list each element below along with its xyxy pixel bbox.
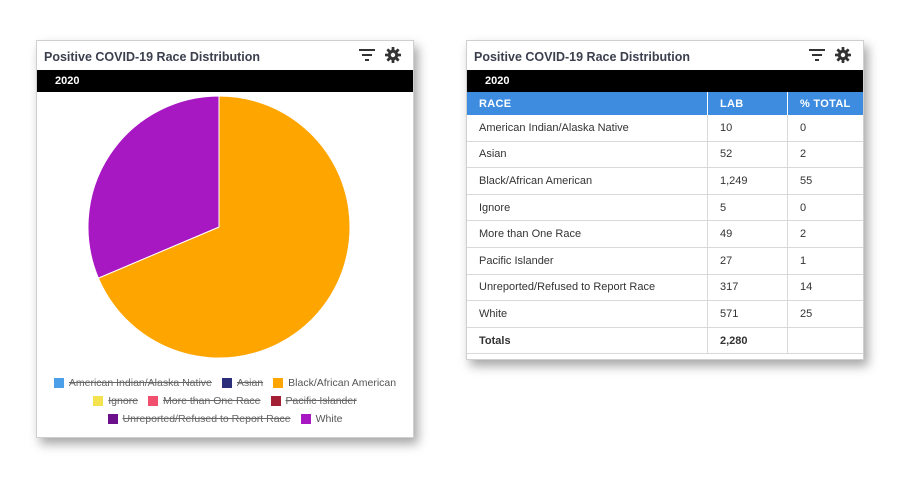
- cell-race: Black/African American: [467, 167, 708, 195]
- legend-label: Pacific Islander: [285, 395, 357, 407]
- table-row: White 571 25: [467, 300, 863, 328]
- legend-swatch: [107, 414, 118, 424]
- cell-race: American Indian/Alaska Native: [467, 115, 708, 142]
- legend-swatch: [148, 396, 159, 406]
- table-row: Unreported/Refused to Report Race 317 14: [467, 274, 863, 302]
- legend-item[interactable]: Pacific Islander: [270, 395, 357, 407]
- cell-lab: 10: [707, 115, 788, 142]
- cell-lab: 27: [707, 247, 788, 275]
- legend-label: Black/African American: [288, 377, 397, 389]
- cell-pct: 2: [787, 220, 863, 248]
- legend-item[interactable]: Asian: [221, 377, 264, 389]
- cell-pct: 25: [787, 300, 863, 328]
- year-bar: 2020: [467, 70, 863, 92]
- pie-chart: [37, 92, 413, 360]
- pie-slice-black-african-american[interactable]: [97, 95, 351, 359]
- cell-pct: 2: [787, 141, 863, 169]
- legend-label: American Indian/Alaska Native: [68, 377, 212, 389]
- cell-pct: 1: [787, 247, 863, 275]
- table-panel: Positive COVID-19 Race Distribution: [466, 40, 864, 360]
- pie-svg: [87, 95, 351, 359]
- year-bar: 2020: [37, 70, 413, 92]
- legend-item[interactable]: Ignore: [93, 395, 138, 407]
- table-row: More than One Race 49 2: [467, 220, 863, 248]
- table-row: Asian 52 2: [467, 141, 863, 169]
- legend-item[interactable]: Black/African American: [273, 377, 396, 389]
- legend-label: Asian: [236, 377, 264, 389]
- cell-race: White: [467, 300, 708, 328]
- panel-tools: [359, 47, 401, 63]
- gear-icon[interactable]: [385, 47, 401, 63]
- table-row: Black/African American 1,249 55: [467, 167, 863, 195]
- panel-tools: [809, 47, 851, 63]
- gear-icon[interactable]: [835, 47, 851, 63]
- column-header-pct-total[interactable]: % TOTAL: [787, 92, 863, 115]
- legend-item[interactable]: Unreported/Refused to Report Race: [107, 413, 291, 425]
- table-header-row: RACE LAB % TOTAL: [467, 92, 863, 115]
- cell-race: Asian: [467, 141, 708, 169]
- table-row: Pacific Islander 27 1: [467, 247, 863, 275]
- legend-swatch: [273, 378, 284, 388]
- column-header-race[interactable]: RACE: [467, 92, 708, 115]
- legend-label: More than One Race: [163, 395, 261, 407]
- cell-race: Ignore: [467, 194, 708, 222]
- legend-swatch: [93, 396, 104, 406]
- legend-swatch: [270, 396, 281, 406]
- legend-swatch: [221, 378, 232, 388]
- legend-row: American Indian/Alaska Native Asian Blac…: [37, 377, 413, 389]
- cell-pct: 0: [787, 194, 863, 222]
- cell-race: More than One Race: [467, 220, 708, 248]
- panel-title: Positive COVID-19 Race Distribution: [474, 50, 691, 64]
- cell-lab: 49: [707, 220, 788, 248]
- chart-legend: American Indian/Alaska Native Asian Blac…: [37, 377, 413, 431]
- race-table: RACE LAB % TOTAL American Indian/Alaska …: [467, 92, 863, 355]
- cell-lab: 1,249: [707, 167, 788, 195]
- cell-lab: 571: [707, 300, 788, 328]
- legend-item[interactable]: White: [300, 413, 343, 425]
- table-row: American Indian/Alaska Native 10 0: [467, 115, 863, 142]
- legend-row: Unreported/Refused to Report Race White: [37, 413, 413, 425]
- totals-row: Totals 2,280: [467, 327, 863, 355]
- cell-race: Unreported/Refused to Report Race: [467, 274, 708, 302]
- cell-pct: 0: [787, 115, 863, 142]
- totals-pct: [787, 327, 863, 355]
- cell-pct: 55: [787, 167, 863, 195]
- cell-race: Pacific Islander: [467, 247, 708, 275]
- totals-lab: 2,280: [707, 327, 788, 355]
- legend-swatch: [300, 414, 311, 424]
- panel-header: Positive COVID-19 Race Distribution: [467, 41, 863, 70]
- legend-label: Ignore: [108, 395, 139, 407]
- legend-row: Ignore More than One Race Pacific Island…: [37, 395, 413, 407]
- pie-slice-white[interactable]: [87, 95, 220, 279]
- panel-header: Positive COVID-19 Race Distribution: [37, 41, 413, 70]
- panel-title: Positive COVID-19 Race Distribution: [44, 50, 261, 64]
- cell-lab: 52: [707, 141, 788, 169]
- totals-label: Totals: [467, 327, 708, 355]
- legend-label: Unreported/Refused to Report Race: [122, 413, 291, 425]
- filter-icon[interactable]: [809, 47, 825, 63]
- table-row: Ignore 5 0: [467, 194, 863, 222]
- legend-label: White: [315, 413, 343, 425]
- cell-pct: 14: [787, 274, 863, 302]
- filter-icon[interactable]: [359, 47, 375, 63]
- cell-lab: 317: [707, 274, 788, 302]
- pie-chart-panel: Positive COVID-19 Race Distribution: [36, 40, 414, 438]
- legend-swatch: [53, 378, 64, 388]
- legend-item[interactable]: More than One Race: [148, 395, 261, 407]
- legend-item[interactable]: American Indian/Alaska Native: [53, 377, 212, 389]
- cell-lab: 5: [707, 194, 788, 222]
- column-header-lab[interactable]: LAB: [707, 92, 788, 115]
